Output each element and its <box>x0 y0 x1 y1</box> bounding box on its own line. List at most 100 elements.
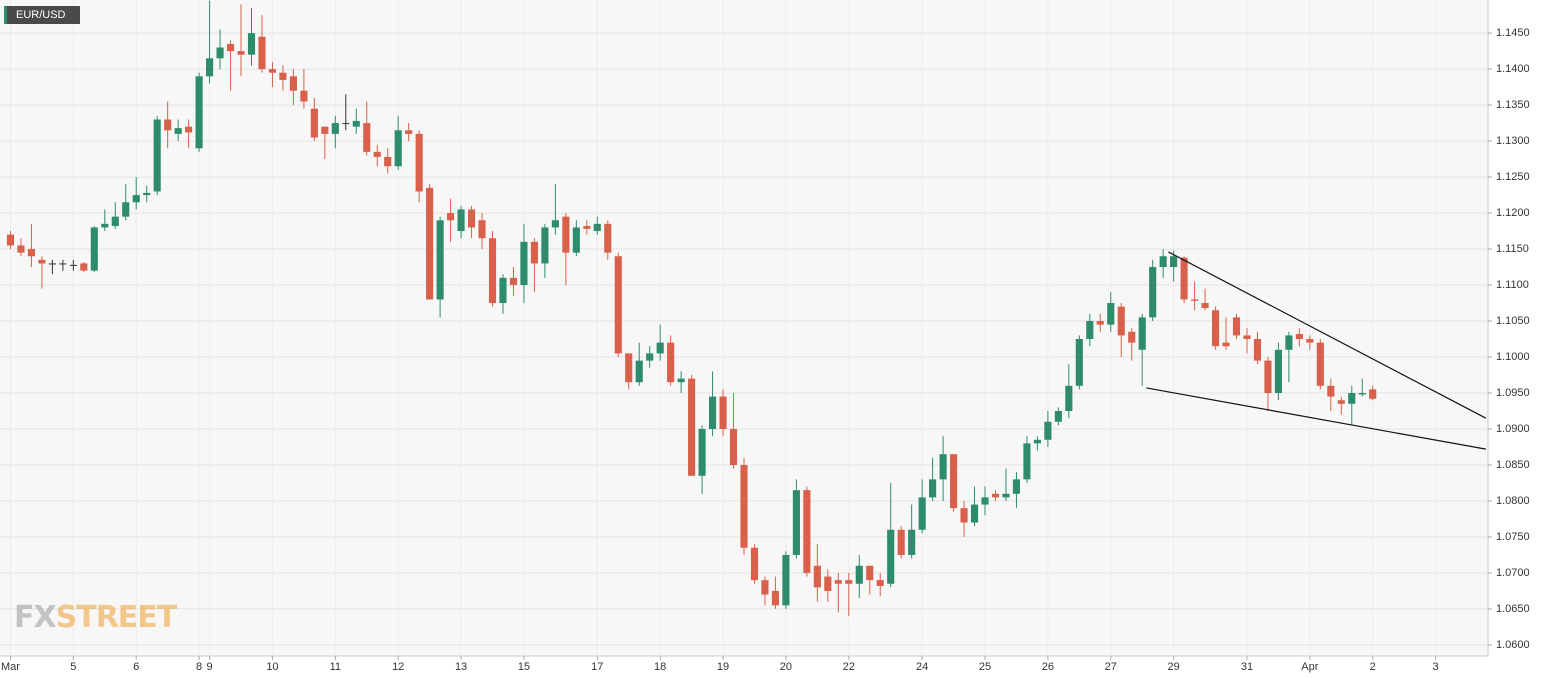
candle-body <box>1295 333 1303 340</box>
candle-body <box>792 490 800 555</box>
candle-body <box>289 76 297 91</box>
candle-body <box>1002 493 1010 498</box>
candle-body <box>908 529 916 555</box>
x-tick-label: 18 <box>654 661 666 673</box>
y-tick-label: 1.1150 <box>1496 243 1529 255</box>
candle-body <box>195 76 203 149</box>
y-tick-label: 1.0950 <box>1496 387 1530 399</box>
y-tick-label: 1.0600 <box>1496 639 1530 651</box>
candle-body <box>918 497 926 530</box>
candle-body <box>352 120 360 127</box>
candle-body <box>887 529 895 584</box>
candle-body <box>1065 385 1073 411</box>
x-tick-label: 5 <box>70 661 76 673</box>
candle-body <box>834 580 842 584</box>
candle-body <box>478 220 486 239</box>
candle-body <box>1096 321 1104 325</box>
candle-body <box>101 223 109 228</box>
candle-body <box>363 123 371 152</box>
candle-body <box>855 565 863 584</box>
candle-body <box>1348 393 1356 404</box>
candle-body <box>27 249 35 257</box>
y-tick-label: 1.0700 <box>1496 567 1530 579</box>
candle-body <box>405 130 413 134</box>
candle-body <box>625 353 633 383</box>
candle-body <box>960 508 968 523</box>
candle-body <box>6 234 15 246</box>
candle-body <box>132 195 140 203</box>
candle-body <box>509 277 518 286</box>
x-tick-label: 9 <box>207 661 213 673</box>
candle-body <box>17 245 25 253</box>
candle-body <box>1149 267 1157 318</box>
candle-body <box>824 576 832 591</box>
x-tick-label: 27 <box>1105 661 1117 673</box>
candle-body <box>813 565 821 588</box>
y-tick-label: 1.0850 <box>1496 459 1530 471</box>
candle-body <box>237 51 245 55</box>
candle-body <box>1044 421 1052 440</box>
candle-body <box>59 263 67 265</box>
candle-body <box>90 227 98 271</box>
candle-body <box>1138 317 1146 350</box>
x-tick-label: 17 <box>591 661 603 673</box>
candle-body <box>206 58 214 77</box>
candle-body <box>1222 342 1230 347</box>
candle-body <box>1327 385 1335 397</box>
x-tick-label: 25 <box>979 661 991 673</box>
candle-body <box>268 69 277 73</box>
plot-background <box>0 0 1488 656</box>
candle-body <box>530 241 538 264</box>
candle-body <box>1285 335 1293 350</box>
candle-body <box>698 428 706 476</box>
x-tick-label: 24 <box>916 661 928 673</box>
y-tick-label: 1.0750 <box>1496 531 1530 543</box>
x-tick-label: 11 <box>330 661 341 673</box>
candle-body <box>572 227 580 253</box>
x-tick-label: 19 <box>717 661 729 673</box>
x-tick-label: 22 <box>843 661 855 673</box>
candle-body <box>1128 331 1136 343</box>
candle-body <box>331 123 339 134</box>
candle-body <box>593 223 601 232</box>
candle-body <box>1232 317 1241 336</box>
candle-body <box>258 36 266 70</box>
candle-body <box>970 504 979 523</box>
candle-body <box>1253 339 1262 361</box>
candle-body <box>1023 443 1031 480</box>
candle-body <box>342 123 350 125</box>
candle-body <box>1306 339 1314 343</box>
x-tick-label: Apr <box>1301 661 1318 673</box>
x-tick-label: 15 <box>518 661 530 673</box>
candle-body <box>939 454 947 480</box>
candle-body <box>153 119 161 192</box>
candle-body <box>656 342 664 354</box>
candle-body <box>1075 339 1083 386</box>
candle-body <box>604 223 612 253</box>
candle-body <box>80 263 88 271</box>
candle-body <box>457 209 465 232</box>
trendline <box>1168 251 1487 419</box>
candle-body <box>750 547 759 581</box>
candle-body <box>38 259 46 264</box>
y-tick-label: 1.1450 <box>1496 27 1530 39</box>
y-tick-label: 1.1250 <box>1496 171 1530 183</box>
candle-body <box>1337 400 1345 404</box>
candle-body <box>667 342 675 383</box>
candle-body <box>876 580 884 586</box>
candle-body <box>803 490 811 573</box>
x-tick-label: 6 <box>133 661 139 673</box>
candle-body <box>1201 303 1209 309</box>
candle-body <box>1211 310 1220 347</box>
candle-body <box>143 192 151 196</box>
candle-body <box>384 156 392 167</box>
candle-body <box>1033 439 1041 444</box>
x-tick-label: 20 <box>780 661 792 673</box>
candle-body <box>1358 393 1366 395</box>
candle-body <box>981 497 989 505</box>
candle-body <box>1180 257 1188 300</box>
candle-body <box>415 133 423 192</box>
y-tick-label: 1.0900 <box>1496 423 1530 435</box>
trendline <box>1146 387 1487 450</box>
candle-body <box>111 216 119 227</box>
